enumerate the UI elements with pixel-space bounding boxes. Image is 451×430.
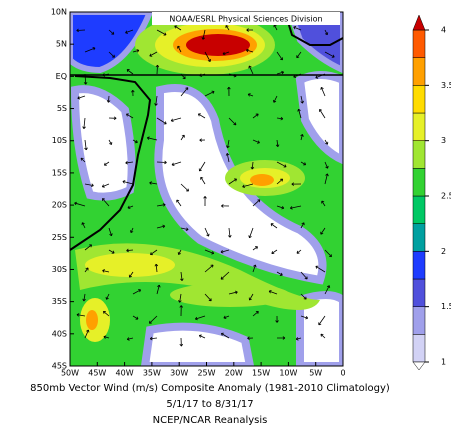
colorbar-band — [413, 85, 425, 113]
colorbar-band — [413, 279, 425, 307]
lon-label: 10W — [279, 369, 297, 378]
lat-label: 5N — [56, 40, 67, 49]
colorbar-band — [413, 334, 425, 362]
colorbar-tick-label: 3 — [441, 136, 446, 145]
lon-label: 25W — [197, 369, 215, 378]
lon-label: 5W — [309, 369, 322, 378]
colorbar-band — [413, 251, 425, 279]
lat-label: EQ — [56, 72, 67, 81]
caption: NCEP/NCAR Reanalysis — [153, 415, 268, 426]
colorbar-tick-label: 2 — [441, 247, 446, 256]
colorbar-over — [413, 15, 425, 30]
colorbar-band — [413, 30, 425, 58]
anomaly-field — [70, 12, 343, 366]
lat-label: 10S — [52, 136, 67, 145]
lon-label: 30W — [170, 369, 188, 378]
lon-label: 50W — [61, 369, 79, 378]
colorbar-band — [413, 224, 425, 252]
lon-label: 15W — [252, 369, 270, 378]
lon-label: 45W — [88, 369, 106, 378]
colorbar-tick-label: 3.5 — [441, 81, 451, 90]
colorbar-tick-label: 1 — [441, 358, 446, 367]
colorbar-band — [413, 196, 425, 224]
lon-label: 40W — [116, 369, 134, 378]
lat-label: 20S — [52, 201, 67, 210]
lon-label: 20W — [225, 369, 243, 378]
caption: 850mb Vector Wind (m/s) Composite Anomal… — [30, 383, 390, 394]
lat-label: 35S — [52, 297, 67, 306]
colorbar-band — [413, 168, 425, 196]
colorbar-band — [413, 307, 425, 335]
lat-label: 5S — [57, 104, 67, 113]
lon-label: 0 — [340, 369, 345, 378]
colorbar-under — [413, 362, 425, 370]
source-label: NOAA/ESRL Physical Sciences Division — [169, 15, 322, 24]
lat-label: 15S — [52, 168, 67, 177]
wind-arrow — [157, 162, 167, 163]
colorbar-tick-label: 4 — [441, 26, 446, 35]
wind-arrow — [77, 30, 85, 31]
lat-label: 40S — [52, 329, 67, 338]
colorbar-band — [413, 113, 425, 141]
lat-label: 10N — [51, 8, 67, 17]
colorbar-tick-label: 1.5 — [441, 302, 451, 311]
colorbar-tick-label: 2.5 — [441, 192, 451, 201]
lat-label: 25S — [52, 233, 67, 242]
colorbar-band — [413, 58, 425, 86]
lat-label: 30S — [52, 265, 67, 274]
colorbar-band — [413, 141, 425, 169]
caption: 5/1/17 to 8/31/17 — [166, 399, 253, 410]
lon-label: 35W — [143, 369, 161, 378]
